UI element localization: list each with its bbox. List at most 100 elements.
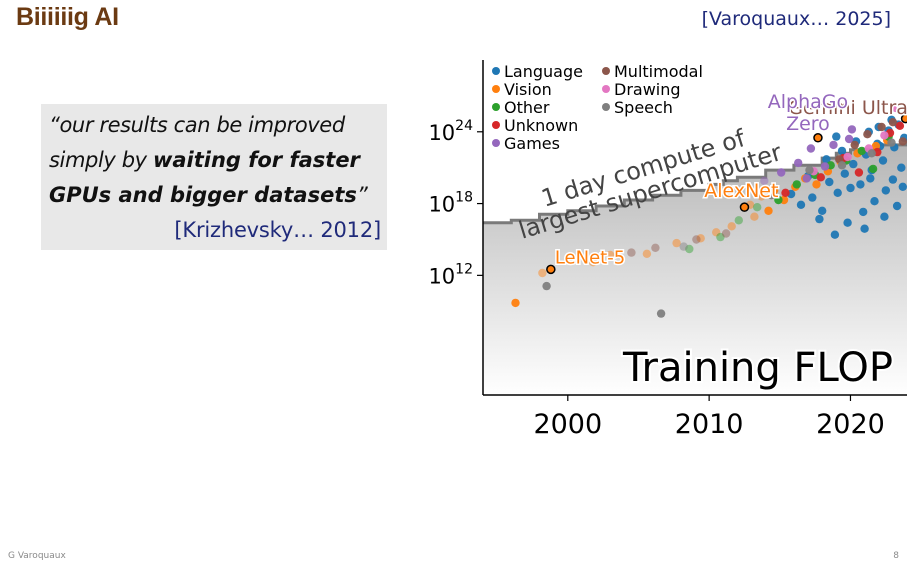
legend-marker-vision bbox=[492, 85, 500, 93]
data-point-other bbox=[857, 146, 866, 156]
legend-marker-multimodal bbox=[602, 67, 610, 75]
y-tick-base: 10 bbox=[428, 264, 455, 288]
data-point-vision bbox=[589, 258, 598, 267]
data-point-language bbox=[870, 197, 879, 206]
data-point-multimodal bbox=[850, 140, 859, 150]
data-point-unknown bbox=[816, 173, 825, 182]
highlight-point bbox=[546, 264, 556, 275]
page-number: 8 bbox=[893, 551, 899, 561]
data-point-multimodal bbox=[898, 137, 907, 146]
annotation-line: Zero bbox=[786, 113, 830, 135]
series-speech bbox=[542, 138, 896, 318]
data-point-other bbox=[792, 180, 801, 189]
y-tick-exponent: 18 bbox=[455, 190, 473, 206]
legend-label-language: Language bbox=[504, 62, 583, 81]
data-point-multimodal bbox=[721, 229, 731, 238]
quote-open-mark: “ bbox=[49, 113, 60, 137]
data-point-language bbox=[818, 206, 827, 215]
data-point-language bbox=[888, 175, 898, 184]
data-point-multimodal bbox=[888, 118, 898, 127]
data-point-other bbox=[734, 216, 743, 225]
data-point-language bbox=[849, 159, 858, 169]
data-point-language bbox=[825, 177, 834, 187]
slide-title: Biiiiiig AI bbox=[16, 3, 119, 31]
legend-marker-drawing bbox=[602, 85, 610, 93]
data-point-multimodal bbox=[863, 130, 872, 139]
data-point-unknown bbox=[854, 168, 864, 177]
data-point-language bbox=[880, 212, 889, 221]
data-point-speech bbox=[542, 281, 551, 291]
data-point-games bbox=[844, 134, 854, 144]
data-point-games bbox=[802, 174, 811, 183]
legend-label-games: Games bbox=[504, 134, 560, 153]
quote-citation: [Krizhevsky… 2012] bbox=[174, 218, 381, 242]
data-point-language bbox=[830, 230, 840, 239]
legend-label-multimodal: Multimodal bbox=[614, 62, 703, 81]
annotation-gemini-ultra: Gemini Ultra bbox=[788, 97, 907, 119]
x-tick-label: 2020 bbox=[816, 409, 885, 440]
data-point-games bbox=[806, 144, 816, 153]
data-point-other bbox=[753, 203, 762, 212]
data-point-multimodal bbox=[877, 122, 886, 132]
data-point-speech bbox=[805, 165, 814, 175]
highlight-point bbox=[900, 113, 907, 124]
data-point-language bbox=[898, 182, 907, 191]
data-point-games bbox=[777, 168, 786, 177]
legend-marker-games bbox=[492, 139, 500, 147]
data-point-speech bbox=[767, 191, 776, 200]
legend-marker-speech bbox=[602, 103, 610, 111]
data-point-multimodal bbox=[627, 248, 636, 257]
data-point-games bbox=[847, 125, 857, 134]
data-point-vision bbox=[764, 206, 773, 215]
data-point-language bbox=[815, 214, 824, 224]
quote-box: “our results can be improved simply by w… bbox=[41, 104, 387, 250]
data-point-speech bbox=[887, 138, 896, 147]
data-point-language bbox=[822, 155, 831, 164]
data-point-language bbox=[833, 188, 842, 197]
annotation-line: AlphaGo bbox=[768, 91, 848, 113]
y-tick-label: 1024 bbox=[428, 118, 473, 145]
data-point-vision bbox=[696, 234, 705, 243]
data-point-vision bbox=[672, 238, 681, 248]
data-point-language bbox=[878, 156, 888, 165]
annotation-alphago-zero: AlphaGo Zero bbox=[768, 91, 848, 135]
data-point-other bbox=[774, 195, 783, 205]
footer-author: G Varoquaux bbox=[8, 551, 66, 561]
data-point-other bbox=[685, 244, 694, 254]
data-point-vision bbox=[757, 192, 766, 201]
data-point-other bbox=[868, 164, 878, 174]
x-tick-label: 2010 bbox=[675, 409, 744, 440]
data-point-language bbox=[840, 169, 849, 178]
data-point-vision bbox=[642, 249, 652, 258]
data-point-language bbox=[846, 183, 855, 193]
data-point-games bbox=[760, 176, 769, 185]
legend-marker-other bbox=[492, 103, 500, 111]
chart-title: Training FLOP bbox=[622, 345, 893, 391]
data-point-language bbox=[843, 218, 852, 227]
data-point-vision bbox=[538, 268, 547, 278]
legend-marker-language bbox=[492, 67, 500, 75]
legend-label-drawing: Drawing bbox=[614, 80, 681, 99]
data-point-language bbox=[859, 207, 868, 217]
data-point-language bbox=[856, 180, 865, 189]
data-point-speech bbox=[679, 242, 688, 251]
data-point-vision bbox=[712, 228, 721, 237]
data-point-language bbox=[897, 163, 906, 172]
quote-text: our results can be improved simply by bbox=[49, 113, 345, 172]
data-point-unknown bbox=[895, 121, 905, 130]
highlight-point bbox=[739, 202, 750, 212]
legend-label-other: Other bbox=[504, 98, 550, 117]
data-point-language bbox=[860, 224, 869, 233]
y-tick-label: 1012 bbox=[428, 261, 473, 288]
data-point-vision bbox=[727, 222, 736, 231]
quote-close-mark: ” bbox=[356, 183, 368, 207]
data-point-speech bbox=[837, 161, 847, 170]
x-tick-label: 2000 bbox=[533, 409, 602, 440]
data-point-unknown bbox=[781, 188, 790, 197]
data-point-vision bbox=[750, 212, 759, 221]
legend-marker-unknown bbox=[492, 121, 500, 129]
data-point-language bbox=[866, 174, 875, 183]
data-point-other bbox=[716, 232, 725, 242]
data-point-language bbox=[808, 193, 817, 202]
